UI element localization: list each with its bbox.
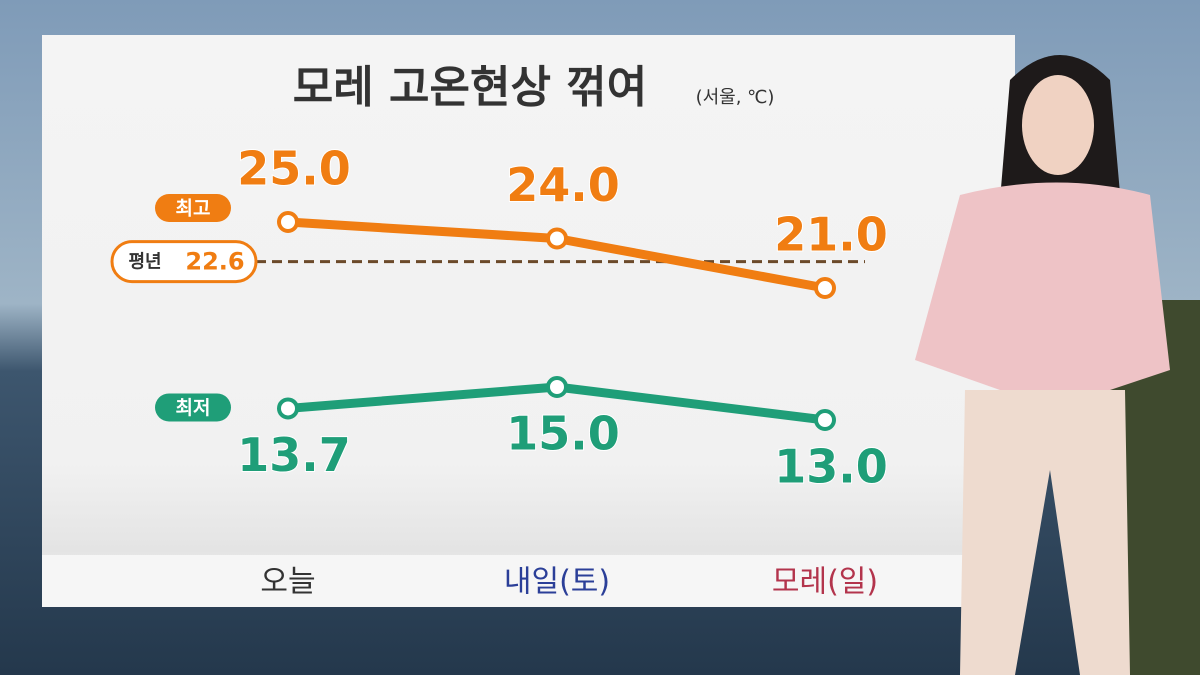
presenter: [915, 55, 1170, 675]
legend-badge: [155, 194, 231, 222]
pants: [960, 390, 1130, 675]
reference-name: 평년: [128, 252, 161, 273]
data-label: 13.7: [237, 428, 351, 482]
x-tick-label: 모레(일): [772, 565, 878, 600]
reference-badge: [110, 240, 258, 284]
chart-title: 모레 고온현상 꺾여: [293, 62, 647, 113]
data-label: 25.0: [237, 142, 351, 196]
x-tick-label: 내일(토): [504, 565, 610, 600]
data-label: 24.0: [506, 158, 620, 212]
legend-label: 최저: [176, 397, 211, 419]
data-point: [546, 227, 568, 250]
data-point: [546, 376, 568, 398]
face: [1022, 75, 1094, 175]
legend-label: 최고: [176, 198, 211, 220]
data-point: [277, 397, 299, 420]
legend-badge: [155, 393, 231, 422]
data-point: [277, 211, 299, 233]
x-tick-label: 오늘: [260, 565, 315, 600]
data-label: 13.0: [774, 440, 888, 494]
data-point: [814, 277, 836, 299]
category-strip: [42, 555, 1015, 607]
data-label: 15.0: [506, 407, 620, 461]
data-label: 21.0: [774, 208, 888, 262]
data-point: [814, 409, 836, 431]
chart-subtitle: (서울, ℃): [696, 87, 775, 108]
chart-panel: [42, 35, 1015, 607]
reference-value: 22.6: [185, 248, 244, 276]
blouse: [915, 182, 1170, 420]
